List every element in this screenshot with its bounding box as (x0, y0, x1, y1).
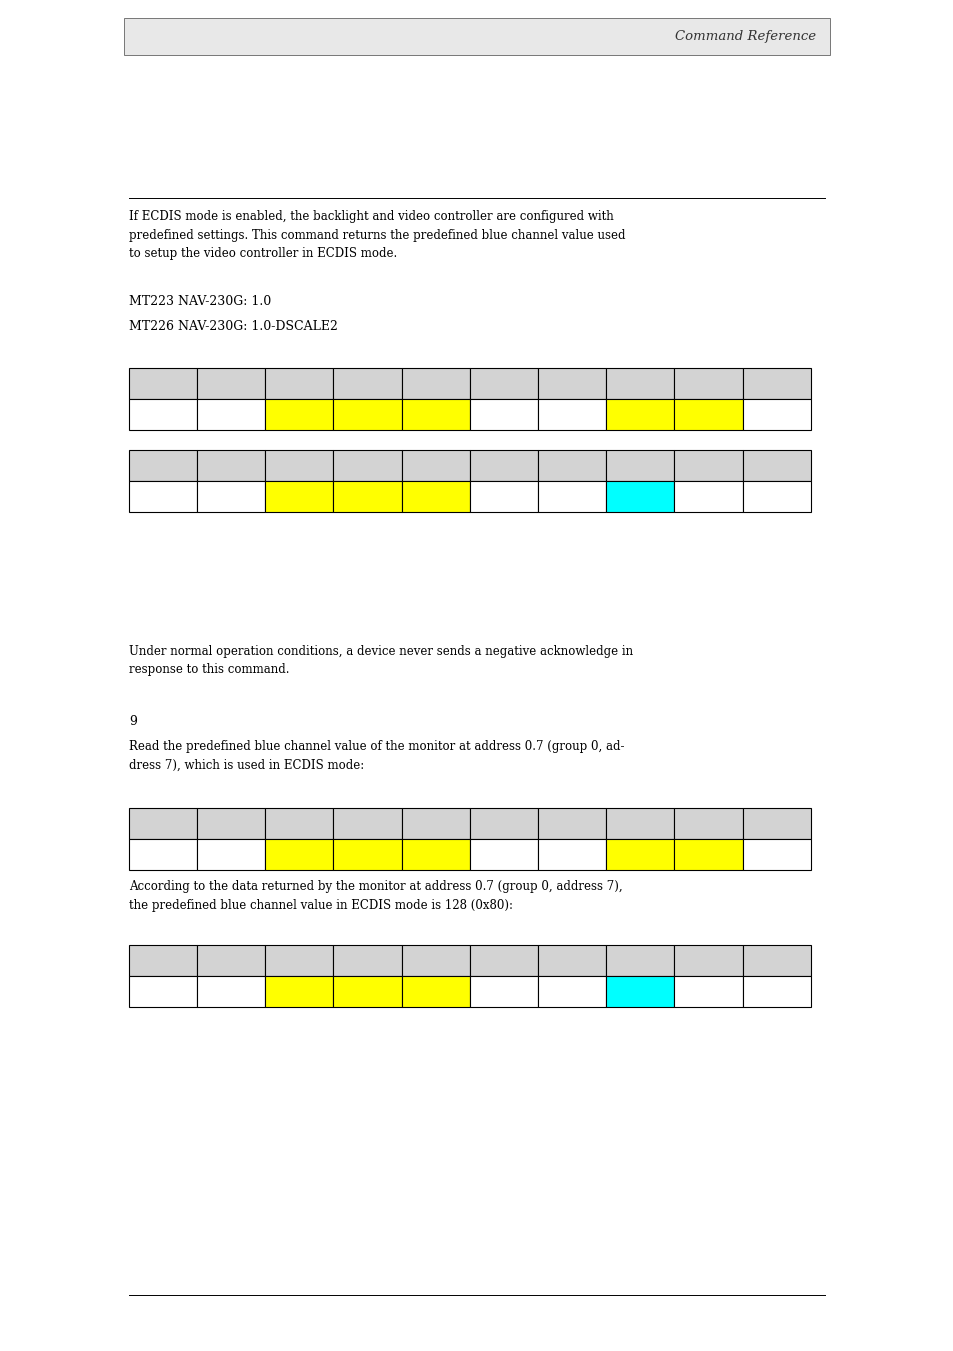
Bar (334, 450, 401, 481)
Bar (401, 367, 469, 399)
Bar (401, 399, 469, 430)
Bar (401, 450, 469, 481)
Bar (265, 367, 334, 399)
Bar (674, 450, 741, 481)
Text: MT226 NAV-230G: 1.0-DSCALE2: MT226 NAV-230G: 1.0-DSCALE2 (129, 320, 337, 332)
Bar (265, 944, 334, 975)
Bar (537, 975, 606, 1006)
Bar (537, 450, 606, 481)
Bar (129, 399, 196, 430)
Bar (334, 367, 401, 399)
Bar (129, 481, 196, 512)
Bar (741, 399, 810, 430)
Bar (537, 808, 606, 839)
Bar (469, 399, 537, 430)
Bar (606, 481, 674, 512)
Bar (334, 839, 401, 870)
Bar (469, 944, 537, 975)
Bar (334, 399, 401, 430)
Bar (129, 839, 196, 870)
Text: MT223 NAV-230G: 1.0: MT223 NAV-230G: 1.0 (129, 295, 271, 308)
Bar (741, 839, 810, 870)
Bar (606, 399, 674, 430)
Bar (674, 367, 741, 399)
Text: Command Reference: Command Reference (674, 30, 815, 43)
Bar (469, 481, 537, 512)
Bar (537, 481, 606, 512)
Bar (606, 367, 674, 399)
Bar (197, 944, 265, 975)
Bar (674, 975, 741, 1006)
Bar (265, 450, 334, 481)
Bar (674, 481, 741, 512)
Bar (197, 399, 265, 430)
Bar (401, 944, 469, 975)
Bar (334, 975, 401, 1006)
Bar (606, 450, 674, 481)
Bar (265, 399, 334, 430)
Bar (469, 975, 537, 1006)
Bar (741, 481, 810, 512)
Bar (674, 808, 741, 839)
Bar (469, 450, 537, 481)
Bar (674, 399, 741, 430)
Bar (197, 367, 265, 399)
Bar (265, 975, 334, 1006)
Bar (401, 808, 469, 839)
Bar (401, 975, 469, 1006)
Bar (469, 808, 537, 839)
Bar (674, 839, 741, 870)
Bar (537, 839, 606, 870)
Bar (129, 808, 196, 839)
Bar (129, 450, 196, 481)
Bar (334, 808, 401, 839)
Bar (537, 399, 606, 430)
Bar (334, 944, 401, 975)
Bar (129, 975, 196, 1006)
Text: 9: 9 (129, 715, 136, 728)
Bar (606, 944, 674, 975)
Bar (469, 367, 537, 399)
Bar (401, 481, 469, 512)
Bar (197, 975, 265, 1006)
Bar (124, 18, 829, 55)
Text: Read the predefined blue channel value of the monitor at address 0.7 (group 0, a: Read the predefined blue channel value o… (129, 740, 623, 771)
Bar (197, 808, 265, 839)
Bar (129, 367, 196, 399)
Bar (606, 839, 674, 870)
Bar (741, 944, 810, 975)
Text: Under normal operation conditions, a device never sends a negative acknowledge i: Under normal operation conditions, a dev… (129, 644, 632, 677)
Bar (129, 944, 196, 975)
Bar (537, 367, 606, 399)
Text: According to the data returned by the monitor at address 0.7 (group 0, address 7: According to the data returned by the mo… (129, 880, 621, 912)
Bar (197, 450, 265, 481)
Bar (674, 944, 741, 975)
Bar (197, 481, 265, 512)
Bar (741, 808, 810, 839)
Bar (197, 839, 265, 870)
Bar (741, 367, 810, 399)
Bar (265, 481, 334, 512)
Bar (334, 481, 401, 512)
Bar (401, 839, 469, 870)
Bar (537, 944, 606, 975)
Bar (741, 975, 810, 1006)
Text: If ECDIS mode is enabled, the backlight and video controller are configured with: If ECDIS mode is enabled, the backlight … (129, 209, 624, 259)
Bar (606, 975, 674, 1006)
Bar (265, 808, 334, 839)
Bar (741, 450, 810, 481)
Bar (265, 839, 334, 870)
Bar (606, 808, 674, 839)
Bar (469, 839, 537, 870)
